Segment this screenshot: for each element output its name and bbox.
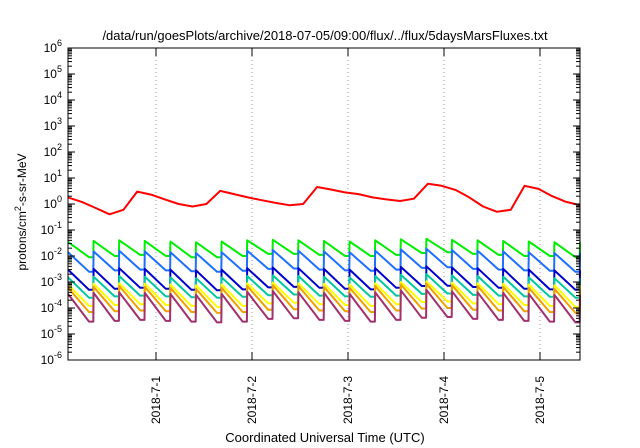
y-tick-label: 10-5 [41, 324, 62, 341]
y-axis-label: protons/cm2-s-sr-MeV [13, 153, 29, 270]
y-tick-label: 10-6 [41, 350, 62, 367]
y-tick-label: 103 [44, 116, 62, 133]
x-tick-label: 2018-7-3 [341, 376, 355, 424]
x-tick-label: 2018-7-1 [149, 376, 163, 424]
y-tick-label: 101 [44, 168, 62, 185]
y-tick-label: 106 [44, 38, 62, 55]
x-axis-ticks: 2018-7-1 2018-7-2 2018-7-3 2018-7-4 2018-7-5 [149, 48, 547, 424]
x-axis-label: Coordinated Universal Time (UTC) [225, 430, 424, 445]
chart-title: /data/run/goesPlots/archive/2018-07-05/0… [102, 28, 548, 43]
grid-lines [155, 48, 541, 360]
series-line-0 [67, 182, 581, 216]
series-line-7 [67, 288, 581, 324]
x-tick-label: 2018-7-4 [437, 376, 451, 424]
y-tick-label: 10-2 [41, 246, 62, 263]
x-tick-label: 2018-7-2 [245, 376, 259, 424]
y-tick-label: 102 [44, 142, 62, 159]
y-tick-label: 10-4 [41, 298, 62, 315]
y-tick-label: 104 [44, 90, 62, 107]
y-axis-ticks: 106 105 104 103 102 101 100 10-1 10-2 10-3 10-4 10-… [41, 38, 580, 367]
x-tick-label: 2018-7-5 [533, 376, 547, 424]
series-layer [67, 182, 581, 324]
y-tick-label: 10-1 [41, 220, 62, 237]
y-tick-label: 10-3 [41, 272, 62, 289]
y-tick-label: 105 [44, 64, 62, 81]
y-tick-label: 100 [44, 194, 62, 211]
